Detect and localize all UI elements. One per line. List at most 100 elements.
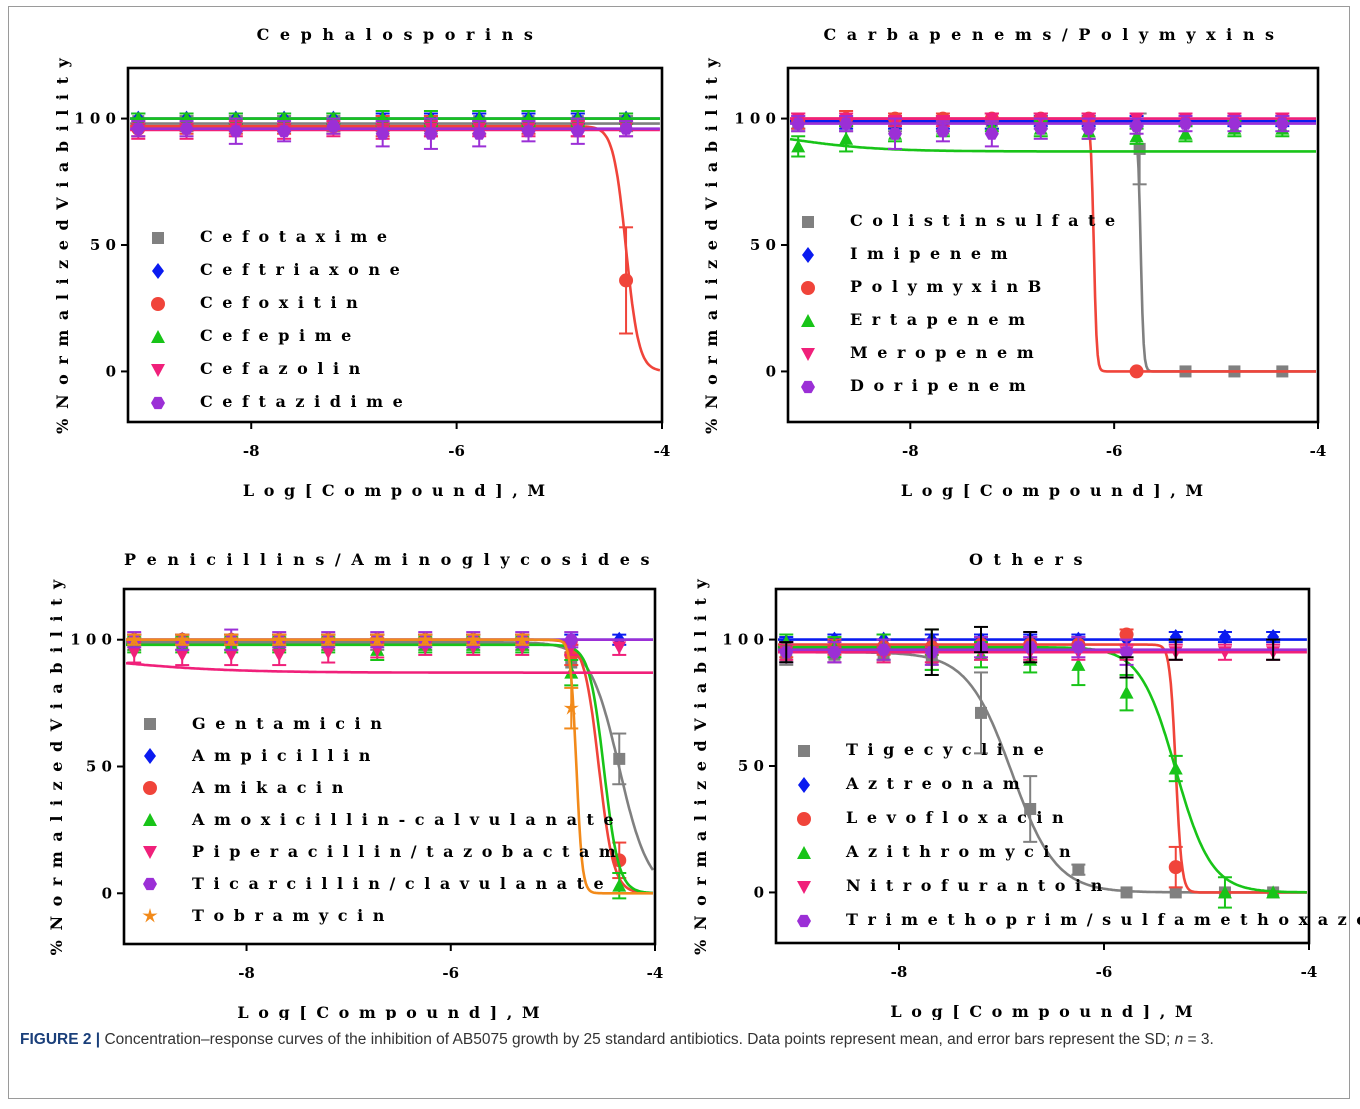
- data-point: [1033, 122, 1048, 135]
- legend-marker: [797, 812, 811, 826]
- data-point: [619, 273, 634, 288]
- legend-marker: [143, 781, 157, 795]
- data-point: [272, 648, 287, 662]
- y-tick-label: 0: [766, 362, 776, 380]
- legend-label: A z t r e o n a m: [845, 774, 1022, 793]
- plot-frame: [126, 66, 664, 424]
- legend-marker: [142, 908, 158, 923]
- legend-label: C e f e p i m e: [200, 326, 353, 345]
- data-point: [1120, 886, 1133, 899]
- figure-caption: FIGURE 2 | Concentration–response curves…: [20, 1028, 1340, 1051]
- x-tick-label: -4: [654, 442, 671, 460]
- data-point: [1217, 885, 1232, 899]
- legend-marker: [151, 330, 165, 343]
- legend-label: A m i k a c i n: [191, 778, 345, 797]
- y-tick-label: 5 0: [86, 758, 112, 776]
- legend-marker: [797, 846, 811, 859]
- figure-frame: [8, 6, 1350, 1099]
- legend-label: C o l i s t i n s u l f a t e: [850, 211, 1117, 230]
- fit-curve: [125, 661, 653, 674]
- x-axis-label: L o g [ C o m p o u n d ] , M: [243, 481, 547, 500]
- y-tick-label: 5 0: [750, 236, 776, 254]
- data-point: [521, 125, 536, 138]
- legend-label: E r t a p e n e m: [850, 310, 1027, 329]
- chart-panel-2: C a r b a p e n e m s / P o l y m y x i …: [702, 25, 1326, 500]
- y-axis-label: % N o r m a l i z e d V i a b i l i t y: [691, 577, 710, 955]
- legend-label: T o b r a m y c i n: [192, 906, 386, 925]
- x-tick-label: -8: [238, 964, 255, 982]
- data-point: [223, 631, 239, 647]
- data-point: [131, 122, 146, 135]
- legend-marker: [152, 263, 164, 279]
- data-point: [612, 878, 627, 892]
- plot-frame: [122, 587, 657, 946]
- data-point: [1266, 885, 1281, 899]
- legend-label: N i t r o f u r a n t o i n: [846, 876, 1104, 895]
- data-point: [1218, 629, 1231, 646]
- chart-panel-3: P e n i c i l l i n s / A m i n o g l y …: [47, 550, 663, 1020]
- y-tick-label: 1 0 0: [70, 631, 112, 649]
- y-tick-label: 0: [102, 884, 112, 902]
- legend-label: T i c a r c i l l i n / c l a v u l a n …: [192, 874, 606, 893]
- plot-area: [130, 109, 661, 372]
- x-tick-label: -6: [1106, 442, 1123, 460]
- plot-area: [778, 625, 1307, 909]
- data-point: [1267, 629, 1280, 646]
- data-point: [1129, 364, 1144, 379]
- x-tick-label: -8: [243, 442, 260, 460]
- legend-marker: [798, 745, 810, 757]
- data-point: [271, 631, 287, 647]
- data-point: [417, 631, 433, 647]
- data-point: [175, 648, 190, 662]
- series-7: [779, 625, 1281, 679]
- legend-label: G e n t a m i c i n: [192, 714, 384, 733]
- x-tick-label: -6: [442, 964, 459, 982]
- data-point: [224, 648, 239, 662]
- data-point: [975, 706, 987, 719]
- x-tick-label: -8: [891, 963, 908, 981]
- legend: G e n t a m i c i n A m p i c i l l i n A …: [142, 714, 616, 925]
- data-point: [126, 631, 142, 647]
- legend: C e f o t a x i m e C e f t r i a x o n e…: [151, 227, 403, 411]
- data-point: [127, 646, 142, 660]
- data-point: [1119, 685, 1134, 699]
- legend-marker: [143, 813, 157, 826]
- y-axis-label: % N o r m a l i z e d V i a b i l i t y: [53, 56, 72, 434]
- data-point: [465, 631, 481, 647]
- fit-curve: [778, 645, 1307, 894]
- legend-marker: [797, 914, 811, 928]
- data-point: [1178, 126, 1193, 140]
- legend-label: D o r i p e n e m: [850, 376, 1028, 395]
- data-point: [1119, 627, 1134, 642]
- fit-curve: [126, 638, 653, 895]
- data-point: [791, 139, 806, 153]
- legend-marker: [143, 877, 157, 891]
- data-point: [935, 125, 950, 138]
- legend-label: T i g e c y c l i n e: [846, 740, 1046, 759]
- data-point: [321, 646, 336, 660]
- data-point: [1275, 117, 1290, 130]
- legend-marker: [798, 777, 810, 793]
- data-point: [827, 646, 842, 659]
- y-tick-label: 5 0: [90, 236, 116, 254]
- chart-title: C e p h a l o s p o r i n s: [257, 25, 536, 44]
- data-point: [984, 112, 999, 126]
- data-point: [326, 120, 341, 133]
- legend-label: C e f o x i t i n: [200, 293, 360, 312]
- data-point: [1119, 646, 1134, 659]
- series-6: [130, 117, 660, 150]
- data-point: [839, 131, 854, 145]
- legend-label: A m p i c i l l i n: [191, 746, 372, 765]
- chart-panel-4: O t h e r s 0 5 0 1 0 0 -8 -6 -4 L o g [ C o m …: [691, 550, 1360, 1020]
- data-point: [1071, 641, 1086, 654]
- legend-label: C e f a z o l i n: [200, 359, 362, 378]
- y-tick-label: 1 0 0: [74, 110, 116, 128]
- chart-title: C a r b a p e n e m s / P o l y m y x i …: [823, 25, 1276, 44]
- x-tick-label: -4: [1301, 963, 1318, 981]
- y-tick-label: 0: [106, 362, 116, 380]
- caption-text-end: = 3.: [1187, 1031, 1214, 1048]
- y-axis-label: % N o r m a l i z e d V i a b i l i t y: [47, 578, 66, 956]
- legend-marker: [801, 314, 815, 327]
- data-point: [839, 117, 854, 130]
- chart-title: P e n i c i l l i n s / A m i n o g l y …: [124, 550, 652, 569]
